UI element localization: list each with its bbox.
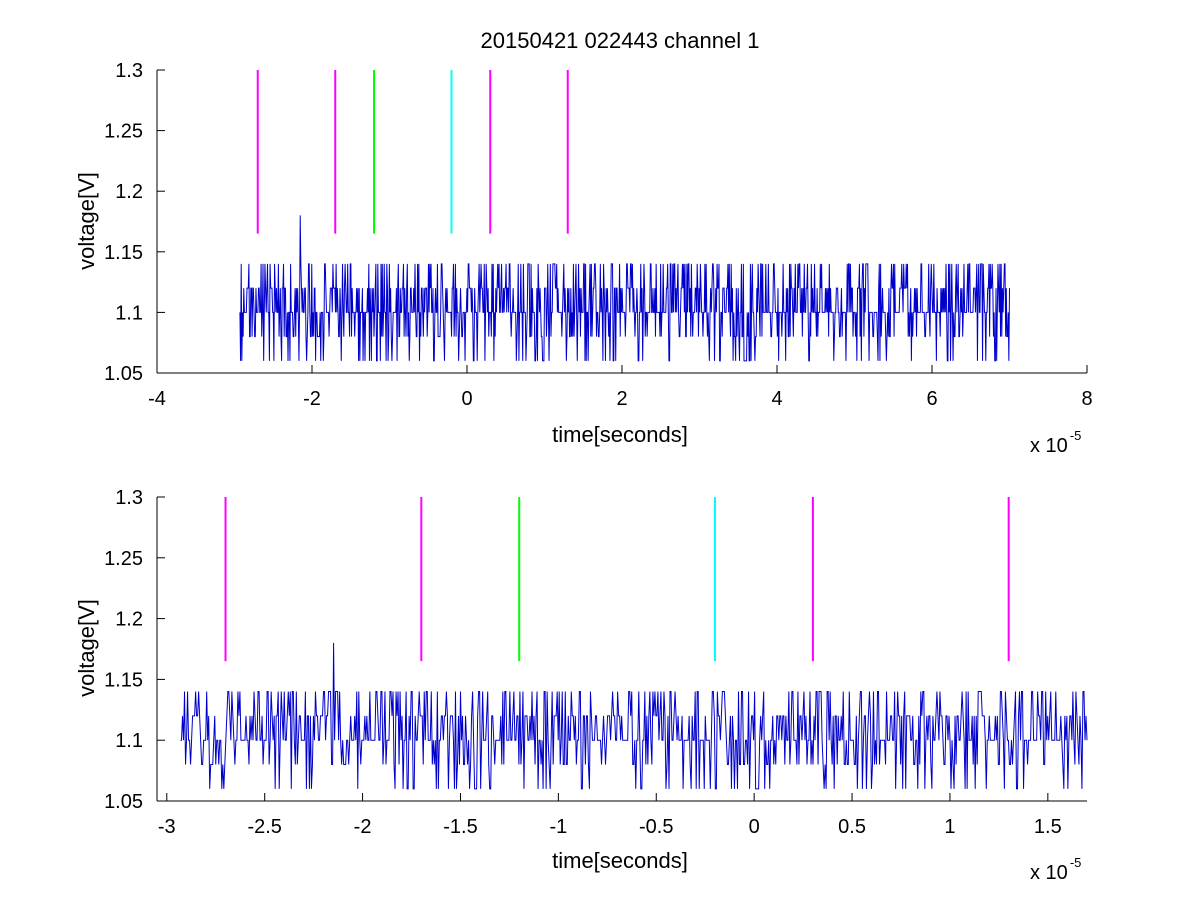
top-chart-title: 20150421 022443 channel 1	[481, 28, 760, 53]
top-chart-x-tick-label: -4	[148, 388, 166, 410]
bottom-chart-y-tick-label: 1.25	[104, 548, 143, 570]
top-chart-x-tick-label: 8	[1081, 388, 1092, 410]
top-chart-x-multiplier: x 10 -5	[1030, 428, 1081, 457]
top-chart-y-tick-label: 1.05	[104, 363, 143, 385]
top-chart-y-tick-label: 1.25	[104, 121, 143, 143]
bottom-chart-x-exponent: -5	[1070, 855, 1082, 870]
top-chart-x-tick-label: 0	[461, 388, 472, 410]
bottom-chart-x-tick-label: 1.5	[1034, 816, 1062, 838]
bottom-chart-x-tick-label: 0	[749, 816, 760, 838]
top-chart-x-tick-label: 4	[771, 388, 782, 410]
top-chart-ylabel: voltage[V]	[74, 172, 99, 270]
bottom-chart-signal-line	[180, 642, 1088, 790]
bottom-chart-y-tick-label: 1.05	[104, 791, 143, 813]
bottom-chart-x-tick-label: 0.5	[838, 816, 866, 838]
bottom-chart-y-tick-label: 1.15	[104, 669, 143, 691]
top-chart-y-tick-label: 1.2	[115, 181, 143, 203]
bottom-chart-x-tick-label: 1	[944, 816, 955, 838]
bottom-chart-x-multiplier-base: x 10	[1030, 862, 1068, 884]
bottom-chart-plot-area: -3 -2.5 -2 -1.5 -1 -0.5 0 0.5 1 1.5 1.05 1.1 1.15 1.2…	[104, 487, 1088, 838]
top-chart-x-tick-label: 6	[926, 388, 937, 410]
bottom-chart-y-tick-label: 1.2	[115, 609, 143, 631]
bottom-chart-x-tick-label: -2	[354, 816, 372, 838]
bottom-chart: -3 -2.5 -2 -1.5 -1 -0.5 0 0.5 1 1.5 1.05 1.1 1.15 1.2…	[74, 487, 1088, 884]
bottom-chart-x-tick-label: -3	[158, 816, 176, 838]
bottom-chart-x-tick-label: -1.5	[443, 816, 477, 838]
bottom-chart-y-tick-label: 1.3	[115, 487, 143, 509]
top-chart: 20150421 022443 channel 1 -4 -2 0 2 4 6 8 1.05 1…	[74, 28, 1093, 457]
top-chart-x-tick-label: -2	[303, 388, 321, 410]
top-chart-y-tick-label: 1.3	[115, 60, 143, 82]
top-chart-x-exponent: -5	[1070, 428, 1082, 443]
top-chart-x-multiplier-base: x 10	[1030, 435, 1068, 457]
bottom-chart-x-tick-label: -1	[549, 816, 567, 838]
bottom-chart-xlabel: time[seconds]	[552, 848, 688, 873]
bottom-chart-x-tick-label: -2.5	[247, 816, 281, 838]
top-chart-plot-area: -4 -2 0 2 4 6 8 1.05 1.1 1.15 1.2 1.25 1.3	[104, 60, 1093, 410]
top-chart-y-tick-label: 1.1	[115, 302, 143, 324]
bottom-chart-ylabel: voltage[V]	[74, 599, 99, 697]
top-chart-xlabel: time[seconds]	[552, 422, 688, 447]
bottom-chart-x-multiplier: x 10 -5	[1030, 855, 1081, 884]
top-chart-x-tick-label: 2	[616, 388, 627, 410]
bottom-chart-x-tick-label: -0.5	[639, 816, 673, 838]
top-chart-signal-line	[239, 215, 1010, 362]
top-chart-y-tick-label: 1.15	[104, 242, 143, 264]
bottom-chart-y-tick-label: 1.1	[115, 730, 143, 752]
